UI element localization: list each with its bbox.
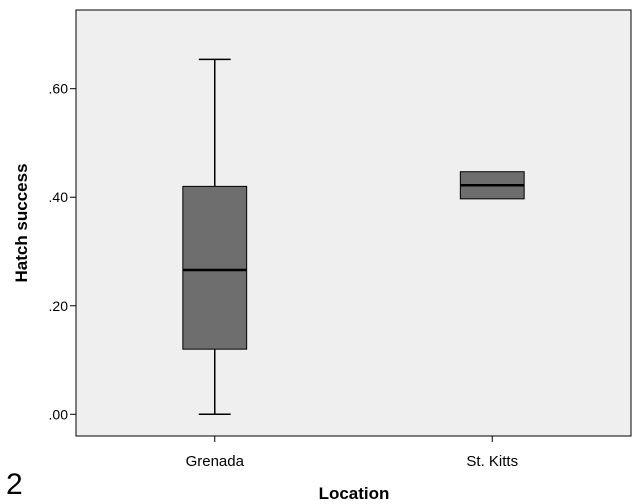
plot-area xyxy=(75,9,632,437)
x-tick-label: Grenada xyxy=(186,453,245,470)
y-tick-label: .60 xyxy=(49,81,69,97)
box-group xyxy=(459,171,525,200)
y-tick-label: .40 xyxy=(49,189,69,205)
panel-label: 2 xyxy=(6,468,23,501)
box-group xyxy=(182,58,248,416)
y-axis-label: Hatch success xyxy=(12,163,31,282)
axis-ticks: .00 .20 .40 .60 Grenada St. Kitts xyxy=(49,81,519,470)
y-tick-label: .00 xyxy=(49,406,69,422)
y-tick-label: .20 xyxy=(49,298,69,314)
x-tick-label: St. Kitts xyxy=(466,453,518,470)
iqr-box xyxy=(182,185,248,350)
boxes xyxy=(182,58,525,416)
x-axis-label: Location xyxy=(319,484,390,503)
